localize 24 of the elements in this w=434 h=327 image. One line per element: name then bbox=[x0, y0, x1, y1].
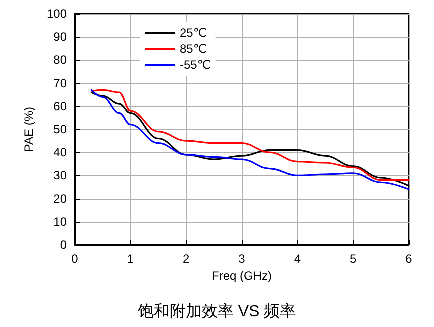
legend-label: 85℃ bbox=[180, 42, 207, 56]
legend-label: 25℃ bbox=[180, 26, 207, 40]
x-tick-label: 2 bbox=[182, 252, 190, 266]
y-tick-label: 100 bbox=[46, 7, 68, 21]
y-tick-label: 40 bbox=[54, 146, 68, 160]
x-axis-title: Freq (GHz) bbox=[212, 269, 272, 283]
y-tick-label: 30 bbox=[54, 168, 68, 183]
y-tick-label: 50 bbox=[54, 122, 68, 136]
y-tick-label: 0 bbox=[60, 238, 68, 252]
y-tick-label: 90 bbox=[54, 30, 68, 44]
x-tick-label: 3 bbox=[238, 252, 246, 266]
y-axis-title: PAE (%) bbox=[22, 106, 36, 152]
legend-label: -55℃ bbox=[180, 58, 211, 72]
y-tick-label: 70 bbox=[54, 76, 68, 90]
x-tick-label: 6 bbox=[406, 252, 413, 266]
y-tick-label: 80 bbox=[54, 53, 68, 68]
y-tick-label: 60 bbox=[54, 99, 68, 114]
text: 饱和附加效率 VS 频率 bbox=[136, 302, 296, 320]
x-tick-label: 1 bbox=[127, 252, 134, 266]
y-tick-label: 20 bbox=[54, 192, 68, 206]
x-tick-label: 5 bbox=[350, 252, 357, 266]
x-tick-label: 4 bbox=[294, 252, 302, 266]
x-tick-label: 0 bbox=[72, 252, 79, 266]
y-tick-label: 10 bbox=[54, 214, 68, 229]
